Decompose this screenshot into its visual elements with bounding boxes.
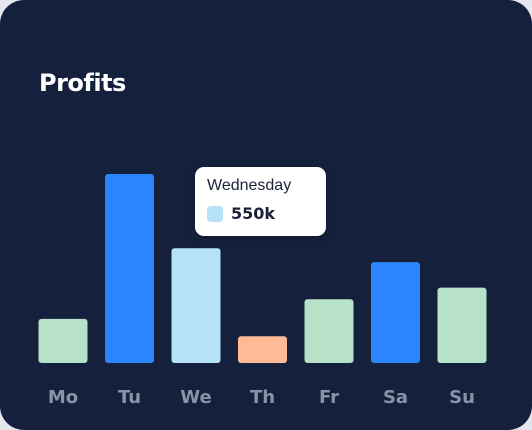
bars-layer bbox=[38, 174, 487, 363]
chart-tooltip: Wednesday 550k bbox=[195, 167, 326, 236]
bar-mo[interactable] bbox=[38, 318, 88, 363]
x-tick-label-fr: Fr bbox=[319, 387, 339, 408]
x-tick-label-th: Th bbox=[250, 387, 275, 408]
bar-fr[interactable] bbox=[304, 299, 354, 363]
bar-th[interactable] bbox=[238, 336, 287, 363]
tooltip-swatch bbox=[207, 206, 223, 222]
x-tick-label-tu: Tu bbox=[118, 387, 141, 408]
bar-tu[interactable] bbox=[105, 174, 154, 363]
chart-title: Profits bbox=[39, 69, 126, 97]
bar-sa[interactable] bbox=[371, 262, 420, 363]
tooltip-row: 550k bbox=[207, 205, 314, 223]
x-tick-label-we: We bbox=[180, 387, 211, 408]
tooltip-value: 550k bbox=[231, 204, 276, 223]
x-tick-label-mo: Mo bbox=[48, 387, 78, 408]
x-tick-label-sa: Sa bbox=[383, 387, 408, 408]
tick-labels-layer: Mo Tu We Th Fr Sa Su bbox=[48, 387, 475, 408]
tooltip-day: Wednesday bbox=[207, 177, 292, 194]
x-tick-label-su: Su bbox=[449, 387, 475, 408]
bar-we[interactable] bbox=[171, 248, 221, 363]
bar-su[interactable] bbox=[437, 287, 487, 363]
